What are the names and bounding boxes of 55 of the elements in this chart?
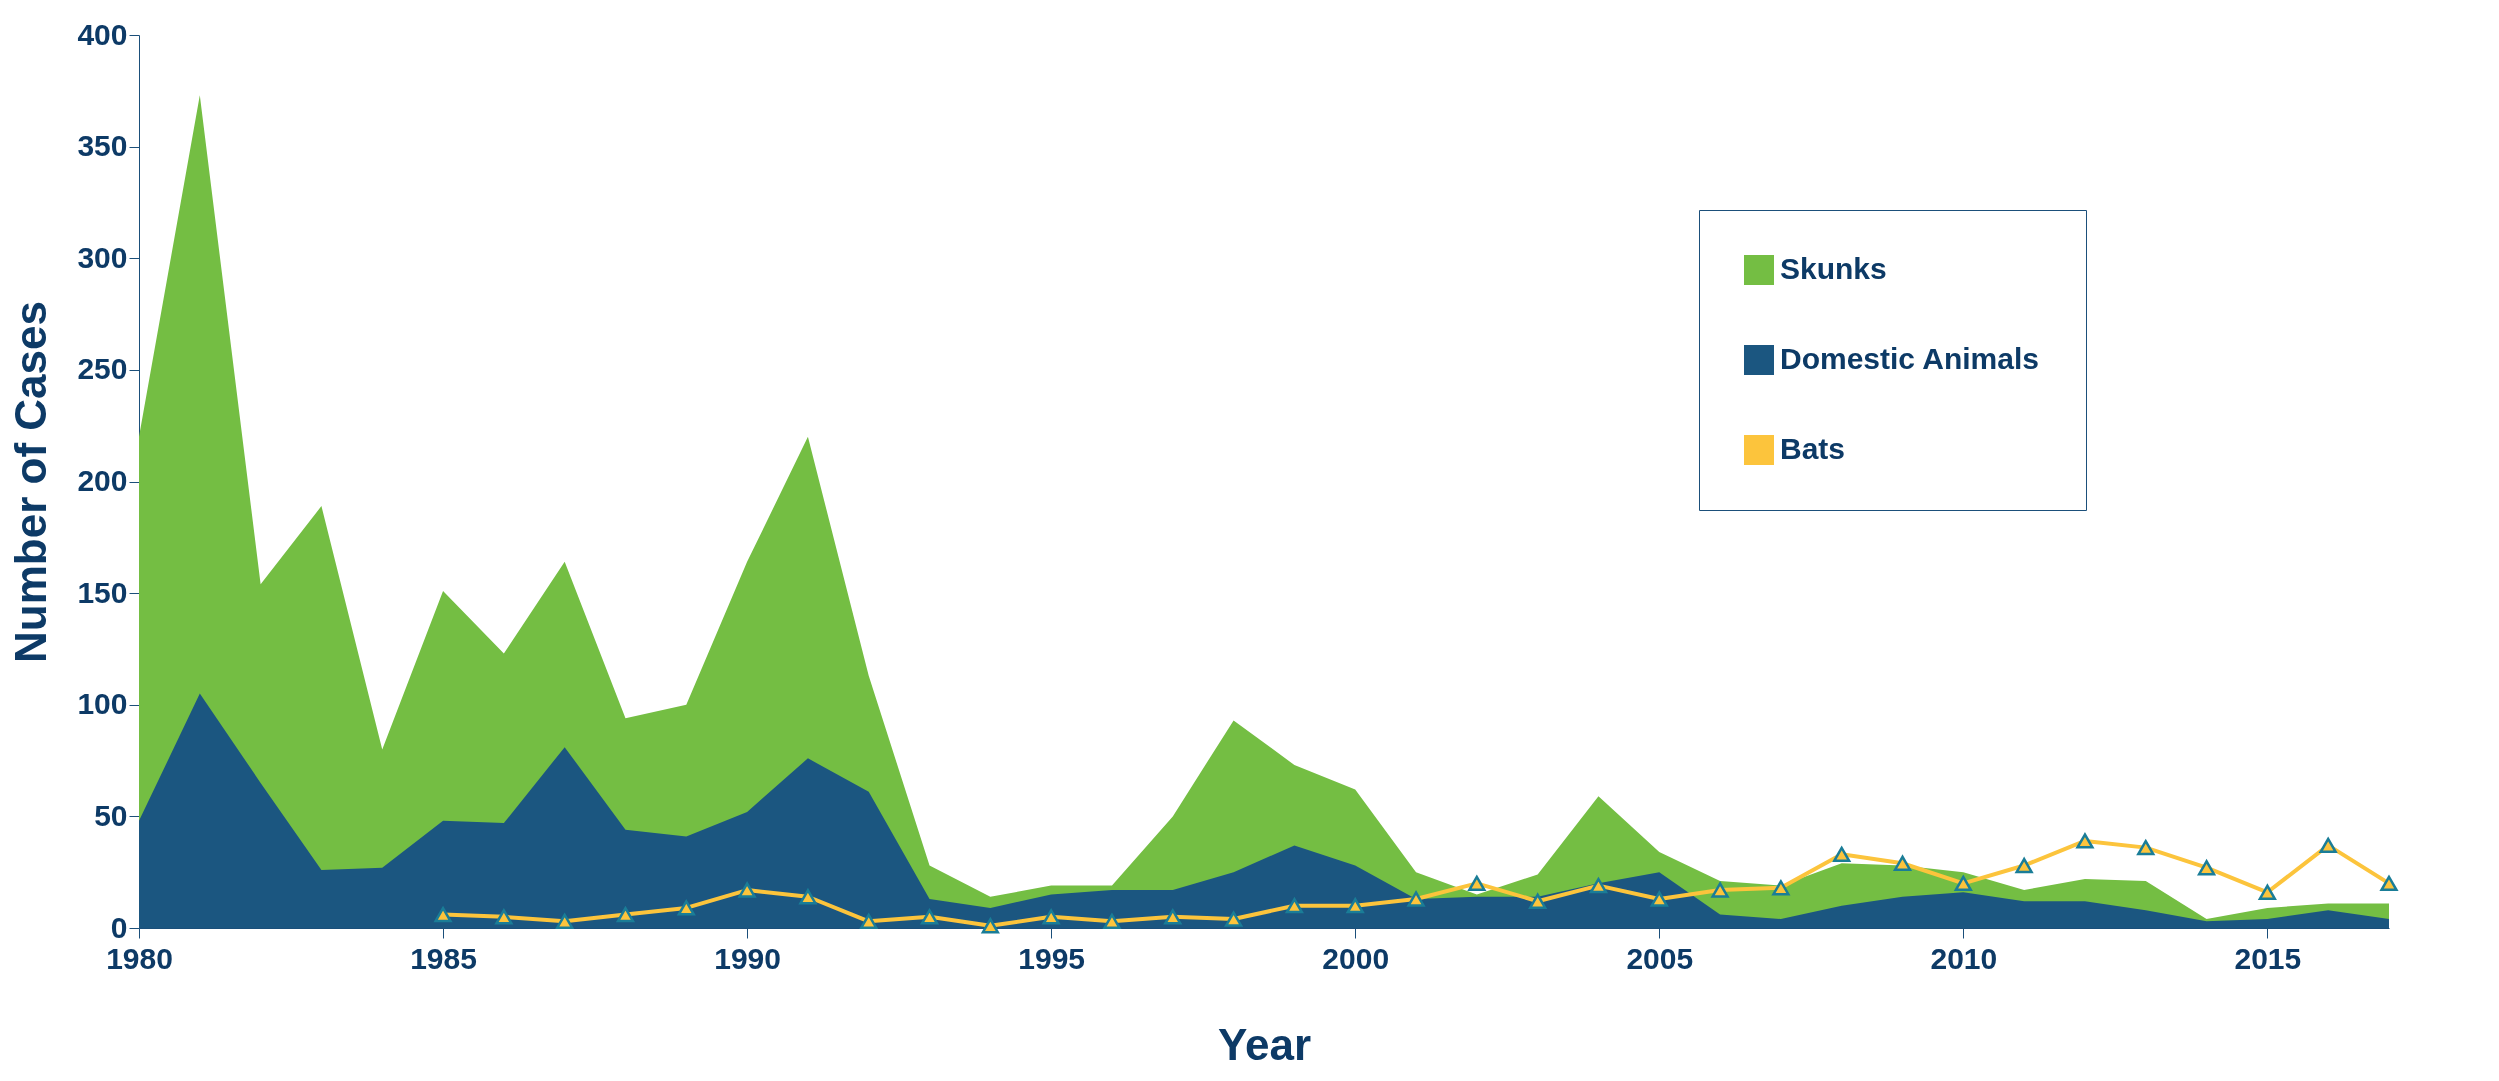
legend-label: Skunks — [1780, 252, 1887, 285]
y-tick-label: 400 — [77, 17, 128, 51]
point — [860, 913, 878, 929]
y-tick-label: 250 — [77, 352, 128, 386]
x-tick-label: 1995 — [1018, 941, 1086, 975]
point — [2258, 884, 2277, 900]
point — [1468, 875, 1486, 892]
point — [1285, 898, 1304, 914]
x-tick-label: 1990 — [714, 941, 781, 975]
point — [1164, 909, 1182, 925]
point — [920, 909, 939, 925]
point — [1589, 877, 1608, 894]
legend-label: Domestic Animals — [1780, 342, 2039, 375]
point — [1833, 846, 1851, 862]
point — [1772, 880, 1790, 896]
point — [495, 909, 513, 925]
point — [677, 900, 695, 916]
point — [2319, 837, 2337, 854]
y-tick-label: 50 — [94, 798, 128, 832]
legend-label: Bats — [1780, 432, 1846, 465]
point — [1650, 891, 1668, 907]
point — [2197, 860, 2216, 876]
x-tick-label: 2000 — [1322, 941, 1390, 975]
point — [1407, 891, 1425, 907]
point — [981, 918, 1000, 934]
point — [2076, 833, 2094, 849]
point — [2015, 857, 2033, 874]
y-tick-label: 200 — [77, 464, 128, 497]
y-axis-title: Number of Cases — [6, 301, 56, 663]
point — [2380, 875, 2398, 892]
point — [1224, 911, 1243, 927]
point — [1346, 898, 1364, 914]
point — [1711, 882, 1729, 898]
y-tick-label: 150 — [77, 575, 128, 609]
y-tick-label: 350 — [77, 129, 128, 163]
point — [738, 882, 756, 898]
y-tick-label: 0 — [110, 910, 128, 944]
x-tick-label: 2015 — [2234, 941, 2302, 975]
y-tick-label: 100 — [77, 687, 128, 721]
point — [1528, 893, 1547, 909]
point — [1893, 855, 1912, 871]
point — [1954, 875, 1972, 892]
point — [1103, 913, 1121, 929]
point — [434, 906, 452, 923]
point — [616, 906, 635, 923]
point — [2137, 839, 2155, 856]
point — [556, 913, 574, 929]
point — [1042, 909, 1060, 925]
y-tick-label: 300 — [77, 240, 128, 274]
point — [799, 889, 817, 905]
x-tick-label: 2010 — [1930, 941, 1998, 975]
x-tick-label: 1980 — [106, 941, 173, 975]
x-tick-label: 2005 — [1626, 941, 1694, 975]
x-tick-label: 1985 — [410, 941, 477, 975]
x-axis-title: Year — [1218, 1019, 1311, 1069]
